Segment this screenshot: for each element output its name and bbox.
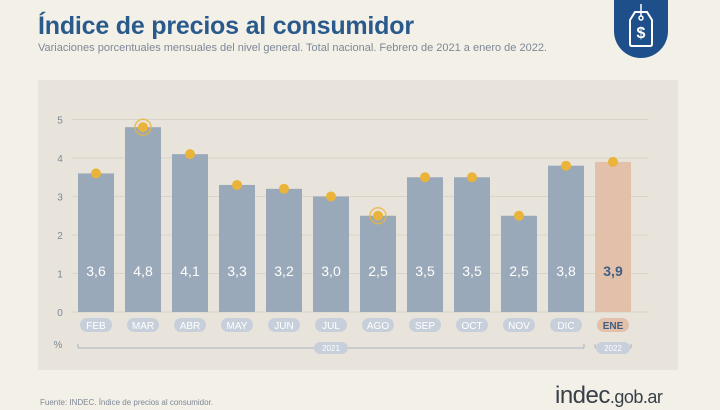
bar-value-label: 3,2 bbox=[274, 263, 294, 279]
x-tick-label: AGO bbox=[367, 321, 389, 332]
x-tick-label: DIC bbox=[557, 321, 574, 332]
category-pill bbox=[80, 318, 112, 332]
data-point bbox=[561, 160, 571, 171]
y-tick-label: 3 bbox=[57, 193, 63, 204]
marker-halo bbox=[369, 207, 387, 225]
bar-value-label: 3,3 bbox=[227, 263, 247, 279]
bar-value-label: 3,8 bbox=[556, 263, 576, 279]
category-pill bbox=[174, 318, 206, 332]
category-pill bbox=[503, 318, 535, 332]
category-pill bbox=[409, 318, 441, 332]
source-note: Fuente: INDEC. Índice de precios al cons… bbox=[40, 398, 213, 407]
y-unit-label: % bbox=[54, 340, 63, 351]
category-pill bbox=[315, 318, 347, 332]
data-point bbox=[373, 210, 383, 221]
bar bbox=[360, 215, 396, 312]
x-tick-label: ENE bbox=[603, 321, 624, 332]
data-point bbox=[326, 191, 336, 202]
y-tick-label: 2 bbox=[57, 231, 63, 242]
data-point bbox=[232, 179, 242, 190]
x-tick-label: FEB bbox=[86, 321, 106, 332]
x-tick-label: SEP bbox=[415, 321, 435, 332]
svg-text:$: $ bbox=[637, 25, 646, 42]
category-pill bbox=[221, 318, 253, 332]
x-tick-label: JUN bbox=[274, 321, 293, 332]
data-point bbox=[91, 168, 101, 179]
bar bbox=[125, 127, 161, 312]
bar bbox=[78, 173, 114, 312]
data-point bbox=[608, 156, 618, 167]
bar-value-label: 3,5 bbox=[462, 263, 482, 279]
x-tick-label: OCT bbox=[461, 321, 482, 332]
category-pill bbox=[550, 318, 582, 332]
bar-value-label: 3,6 bbox=[86, 263, 106, 279]
year-pill bbox=[596, 342, 630, 354]
bar bbox=[266, 188, 302, 312]
category-pill bbox=[597, 318, 629, 332]
bar bbox=[407, 177, 443, 312]
chart-panel: 0 1 2 3 4 5% 3,6 FEB 4,8 MAR 4,1 ABR 3,3 MAY 3,2 JUN 3,0… bbox=[38, 80, 678, 370]
category-pill bbox=[456, 318, 488, 332]
data-point bbox=[514, 210, 524, 221]
bar-value-label: 4,8 bbox=[133, 263, 153, 279]
bar bbox=[454, 177, 490, 312]
marker-halo bbox=[134, 118, 152, 136]
year-label: 2022 bbox=[604, 344, 622, 353]
bar bbox=[501, 215, 537, 312]
y-tick-label: 1 bbox=[57, 270, 63, 281]
y-tick-label: 5 bbox=[57, 116, 63, 127]
brand-domain: .gob.ar bbox=[609, 387, 663, 407]
year-pill bbox=[314, 342, 348, 354]
bar-value-label: 3,5 bbox=[415, 263, 435, 279]
data-point bbox=[185, 149, 195, 160]
price-tag-dollar-icon: $ bbox=[614, 0, 668, 58]
bar bbox=[595, 161, 631, 312]
indec-logo: indec.gob.ar bbox=[555, 382, 663, 410]
category-pill bbox=[127, 318, 159, 332]
data-point bbox=[279, 183, 289, 194]
y-tick-label: 4 bbox=[57, 154, 63, 165]
page-title: Índice de precios al consumidor bbox=[38, 12, 414, 40]
x-tick-label: MAY bbox=[227, 321, 248, 332]
data-point bbox=[138, 122, 148, 133]
y-tick-label: 0 bbox=[57, 308, 63, 319]
bar bbox=[172, 154, 208, 312]
bar bbox=[548, 165, 584, 312]
bar-value-label: 3,0 bbox=[321, 263, 341, 279]
x-tick-label: NOV bbox=[508, 321, 530, 332]
year-label: 2021 bbox=[322, 344, 340, 353]
monthly-cpi-bar-chart: 0 1 2 3 4 5% 3,6 FEB 4,8 MAR 4,1 ABR 3,3 MAY 3,2 JUN 3,0… bbox=[54, 116, 648, 354]
bar-value-label: 4,1 bbox=[180, 263, 200, 279]
data-point bbox=[467, 172, 477, 183]
bar bbox=[313, 196, 349, 312]
x-tick-label: MAR bbox=[132, 321, 154, 332]
bar-value-label: 3,9 bbox=[603, 263, 623, 279]
bar-value-label: 2,5 bbox=[509, 263, 529, 279]
bar-value-label: 2,5 bbox=[368, 263, 388, 279]
x-tick-label: ABR bbox=[180, 321, 201, 332]
category-pill bbox=[268, 318, 300, 332]
data-point bbox=[420, 172, 430, 183]
category-pill bbox=[362, 318, 394, 332]
page-subtitle: Variaciones porcentuales mensuales del n… bbox=[38, 42, 547, 54]
bar bbox=[219, 184, 255, 312]
x-tick-label: JUL bbox=[322, 321, 340, 332]
